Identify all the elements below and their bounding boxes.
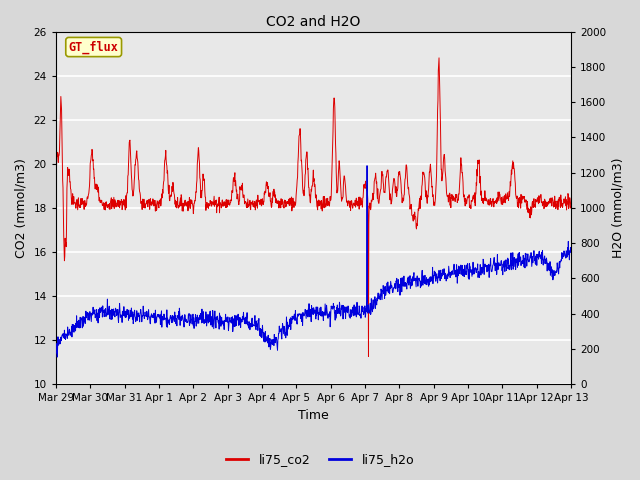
- Y-axis label: H2O (mmol/m3): H2O (mmol/m3): [612, 157, 625, 258]
- Y-axis label: CO2 (mmol/m3): CO2 (mmol/m3): [15, 158, 28, 258]
- Title: CO2 and H2O: CO2 and H2O: [266, 15, 361, 29]
- Legend: li75_co2, li75_h2o: li75_co2, li75_h2o: [221, 448, 419, 471]
- Text: GT_flux: GT_flux: [68, 40, 118, 54]
- X-axis label: Time: Time: [298, 409, 329, 422]
